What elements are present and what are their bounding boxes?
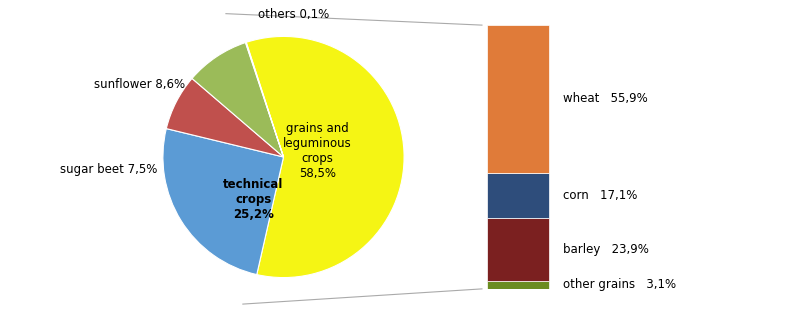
Text: sugar beet 7,5%: sugar beet 7,5%: [59, 163, 157, 176]
Wedge shape: [246, 36, 404, 278]
Bar: [488, 218, 549, 281]
Text: technical
crops
25,2%: technical crops 25,2%: [224, 178, 284, 221]
Text: sunflower 8,6%: sunflower 8,6%: [93, 78, 185, 91]
Text: other grains   3,1%: other grains 3,1%: [563, 278, 676, 291]
Wedge shape: [192, 43, 284, 157]
Bar: [488, 173, 549, 218]
Text: wheat   55,9%: wheat 55,9%: [563, 92, 648, 105]
Wedge shape: [245, 42, 284, 157]
Wedge shape: [163, 129, 284, 274]
Bar: [488, 281, 549, 289]
Text: grains and
leguminous
crops
58,5%: grains and leguminous crops 58,5%: [283, 122, 352, 180]
Text: others 0,1%: others 0,1%: [258, 8, 329, 21]
Bar: [488, 25, 549, 173]
Text: corn   17,1%: corn 17,1%: [563, 189, 637, 202]
Wedge shape: [166, 78, 284, 157]
Text: barley   23,9%: barley 23,9%: [563, 243, 649, 256]
